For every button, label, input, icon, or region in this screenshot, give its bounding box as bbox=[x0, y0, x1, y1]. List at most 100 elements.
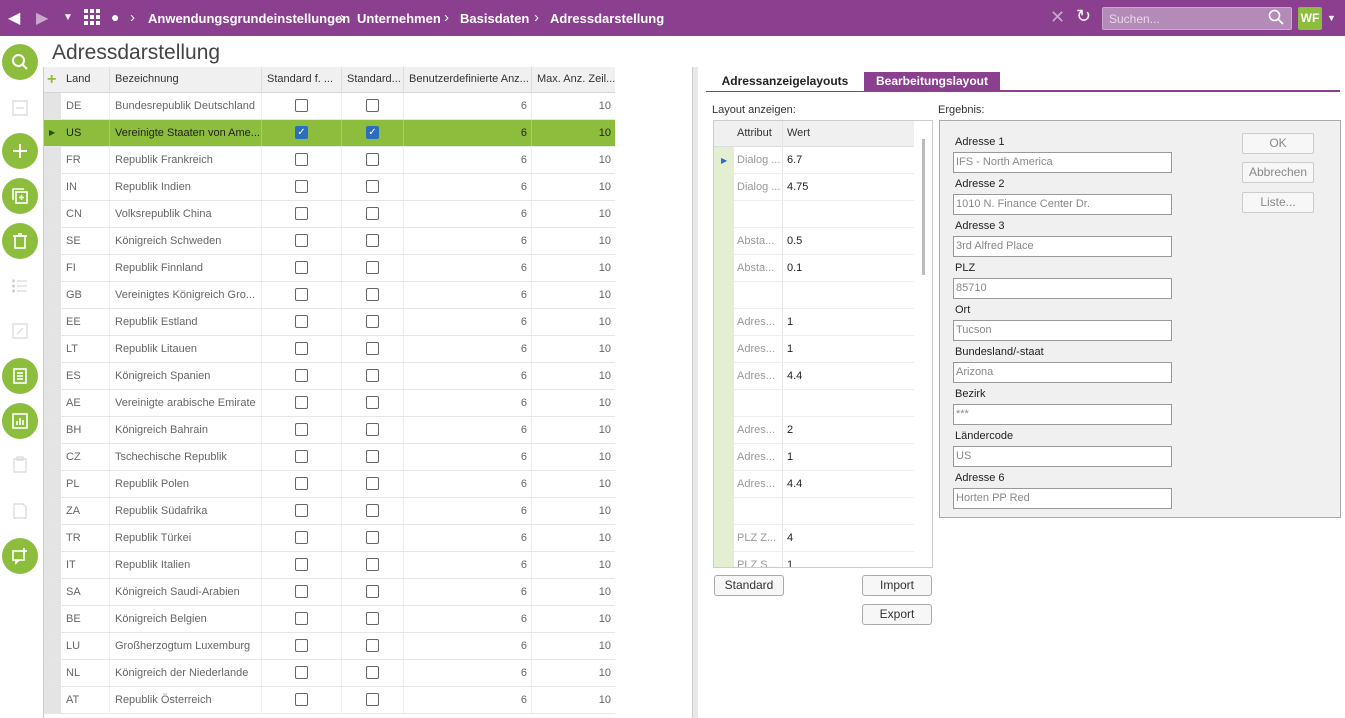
row-selector[interactable] bbox=[44, 552, 61, 578]
custom-count-cell[interactable]: 6 bbox=[404, 282, 532, 308]
standard-button[interactable]: Standard bbox=[714, 575, 784, 596]
row-selector[interactable] bbox=[714, 336, 734, 363]
address-field-input[interactable]: IFS - North America bbox=[953, 152, 1172, 173]
custom-count-cell[interactable]: 6 bbox=[404, 201, 532, 227]
row-selector[interactable] bbox=[44, 174, 61, 200]
custom-count-cell[interactable]: 6 bbox=[404, 633, 532, 659]
layout-row[interactable]: Adres... 1 bbox=[714, 309, 914, 336]
checkbox[interactable] bbox=[295, 504, 308, 517]
max-lines-cell[interactable]: 10 bbox=[532, 444, 615, 470]
checkbox[interactable] bbox=[366, 612, 379, 625]
row-selector[interactable] bbox=[714, 417, 734, 444]
country-name-cell[interactable]: Republik Türkei bbox=[110, 525, 262, 551]
duplicate-button[interactable] bbox=[2, 178, 38, 214]
breadcrumb-item[interactable]: Anwendungsgrundeinstellungen bbox=[148, 11, 351, 26]
row-selector[interactable] bbox=[44, 579, 61, 605]
conversation-button[interactable] bbox=[2, 538, 38, 574]
row-selector[interactable] bbox=[714, 525, 734, 552]
country-name-cell[interactable]: Republik Frankreich bbox=[110, 147, 262, 173]
country-name-cell[interactable]: Vereinigtes Königreich Gro... bbox=[110, 282, 262, 308]
country-name-cell[interactable]: Königreich Spanien bbox=[110, 363, 262, 389]
attribute-cell[interactable] bbox=[737, 498, 783, 525]
table-row[interactable]: CN Volksrepublik China 6 10 bbox=[44, 201, 615, 228]
table-row[interactable]: AE Vereinigte arabische Emirate 6 10 bbox=[44, 390, 615, 417]
column-header[interactable]: Max. Anz. Zeil... bbox=[532, 67, 615, 93]
layout-row[interactable]: Adres... 4.4 bbox=[714, 471, 914, 498]
custom-count-cell[interactable]: 6 bbox=[404, 498, 532, 524]
close-icon[interactable]: ✕ bbox=[1050, 7, 1066, 27]
row-selector[interactable] bbox=[714, 282, 734, 309]
row-selector[interactable] bbox=[44, 606, 61, 632]
checkbox[interactable] bbox=[366, 504, 379, 517]
layout-row[interactable] bbox=[714, 282, 914, 309]
country-name-cell[interactable]: Tschechische Republik bbox=[110, 444, 262, 470]
row-selector[interactable] bbox=[44, 390, 61, 416]
user-avatar[interactable]: WF bbox=[1298, 7, 1322, 30]
checkbox[interactable] bbox=[366, 639, 379, 652]
export-button[interactable]: Export bbox=[862, 604, 932, 625]
country-code-cell[interactable]: ES bbox=[61, 363, 110, 389]
import-button[interactable]: Import bbox=[862, 575, 932, 596]
row-selector[interactable] bbox=[714, 498, 734, 525]
checkbox[interactable] bbox=[295, 153, 308, 166]
analytics-button[interactable] bbox=[2, 403, 38, 439]
address-field-input[interactable]: US bbox=[953, 446, 1172, 467]
country-code-cell[interactable]: IN bbox=[61, 174, 110, 200]
layout-row[interactable]: Adres... 4.4 bbox=[714, 363, 914, 390]
table-row[interactable]: DE Bundesrepublik Deutschland 6 10 bbox=[44, 93, 615, 120]
attribute-cell[interactable]: Adres... bbox=[737, 370, 775, 382]
checkbox[interactable] bbox=[366, 99, 379, 112]
checkbox[interactable] bbox=[295, 639, 308, 652]
value-cell[interactable] bbox=[787, 390, 907, 417]
country-code-cell[interactable]: PL bbox=[61, 471, 110, 497]
attribute-cell[interactable]: Dialog ... bbox=[737, 181, 781, 193]
attribute-cell[interactable]: Absta... bbox=[737, 262, 775, 274]
country-code-cell[interactable]: ZA bbox=[61, 498, 110, 524]
row-selector[interactable] bbox=[714, 390, 734, 417]
max-lines-cell[interactable]: 10 bbox=[532, 660, 615, 686]
checkbox[interactable] bbox=[295, 99, 308, 112]
column-header[interactable]: Land bbox=[61, 67, 110, 93]
back-icon[interactable]: ◀ bbox=[8, 10, 21, 27]
country-name-cell[interactable]: Großherzogtum Luxemburg bbox=[110, 633, 262, 659]
max-lines-cell[interactable]: 10 bbox=[532, 525, 615, 551]
max-lines-cell[interactable]: 10 bbox=[532, 93, 615, 119]
checkbox[interactable] bbox=[295, 180, 308, 193]
custom-count-cell[interactable]: 6 bbox=[404, 579, 532, 605]
country-name-cell[interactable]: Republik Finnland bbox=[110, 255, 262, 281]
value-cell[interactable]: 4.4 bbox=[787, 478, 803, 490]
value-cell[interactable]: 6.7 bbox=[787, 154, 803, 166]
checkbox[interactable] bbox=[366, 693, 379, 706]
address-field-input[interactable]: 85710 bbox=[953, 278, 1172, 299]
breadcrumb-item[interactable]: Adressdarstellung bbox=[550, 11, 665, 26]
country-code-cell[interactable]: BE bbox=[61, 606, 110, 632]
country-name-cell[interactable]: Republik Südafrika bbox=[110, 498, 262, 524]
value-cell[interactable]: 1 bbox=[787, 316, 794, 328]
value-cell[interactable]: 2 bbox=[787, 424, 794, 436]
checkbox[interactable] bbox=[295, 396, 308, 409]
custom-count-cell[interactable]: 6 bbox=[404, 660, 532, 686]
row-selector[interactable] bbox=[714, 363, 734, 390]
max-lines-cell[interactable]: 10 bbox=[532, 552, 615, 578]
value-cell[interactable]: 4.75 bbox=[787, 181, 809, 193]
row-selector[interactable] bbox=[44, 471, 61, 497]
table-row[interactable]: FR Republik Frankreich 6 10 bbox=[44, 147, 615, 174]
country-name-cell[interactable]: Königreich Saudi-Arabien bbox=[110, 579, 262, 605]
column-header[interactable]: Bezeichnung bbox=[110, 67, 262, 93]
tab-adressanzeigelayouts[interactable]: Adressanzeigelayouts bbox=[706, 72, 864, 91]
user-menu-chevron-icon[interactable]: ▼ bbox=[1327, 13, 1336, 23]
checkbox[interactable] bbox=[366, 207, 379, 220]
address-field-input[interactable]: 1010 N. Finance Center Dr. bbox=[953, 194, 1172, 215]
checkbox[interactable] bbox=[295, 612, 308, 625]
country-code-cell[interactable]: NL bbox=[61, 660, 110, 686]
row-selector[interactable] bbox=[714, 471, 734, 498]
custom-count-cell[interactable]: 6 bbox=[404, 174, 532, 200]
panel-splitter[interactable] bbox=[692, 67, 698, 718]
checkbox[interactable] bbox=[295, 531, 308, 544]
table-row[interactable]: SE Königreich Schweden 6 10 bbox=[44, 228, 615, 255]
country-code-cell[interactable]: LU bbox=[61, 633, 110, 659]
table-row[interactable]: AT Republik Österreich 6 10 bbox=[44, 687, 615, 714]
value-cell[interactable] bbox=[787, 498, 907, 525]
table-row[interactable]: GB Vereinigtes Königreich Gro... 6 10 bbox=[44, 282, 615, 309]
max-lines-cell[interactable]: 10 bbox=[532, 687, 615, 713]
